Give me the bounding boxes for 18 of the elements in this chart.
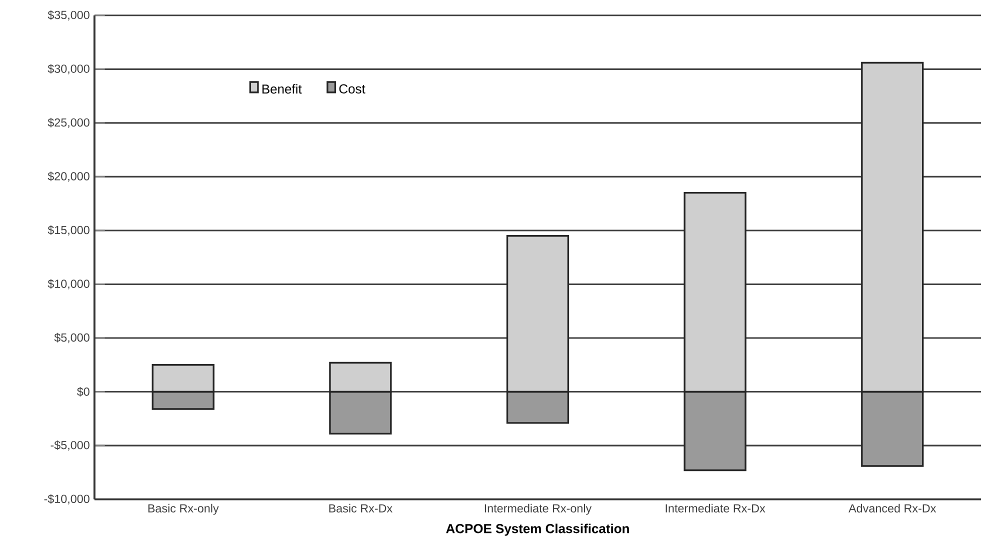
y-tick-label: $35,000 (48, 10, 90, 21)
y-tick-label: -$5,000 (50, 440, 90, 451)
y-tick-label: $20,000 (48, 172, 90, 182)
x-tick-label: Intermediate Rx-Dx (666, 504, 766, 513)
y-tick-label: $15,000 (48, 226, 90, 236)
x-tick-label: Basic Rx-Dx (329, 504, 392, 513)
x-axis-title: ACPOE System Classification (446, 524, 629, 536)
y-tick-label: -$10,000 (44, 494, 90, 505)
y-tick-label: $5,000 (54, 333, 90, 344)
y-tick-label: $30,000 (48, 64, 90, 74)
y-tick-label: $10,000 (48, 279, 90, 290)
legend-label: Benefit (262, 84, 302, 94)
x-tick-label: Advanced Rx-Dx (848, 504, 936, 513)
x-tick-label: Intermediate Rx-only (484, 504, 592, 515)
legend-label: Cost (339, 84, 366, 94)
x-tick-label: Basic Rx-only (148, 504, 219, 515)
y-tick-label: $25,000 (48, 118, 90, 128)
y-tick-label: $0 (77, 387, 90, 397)
